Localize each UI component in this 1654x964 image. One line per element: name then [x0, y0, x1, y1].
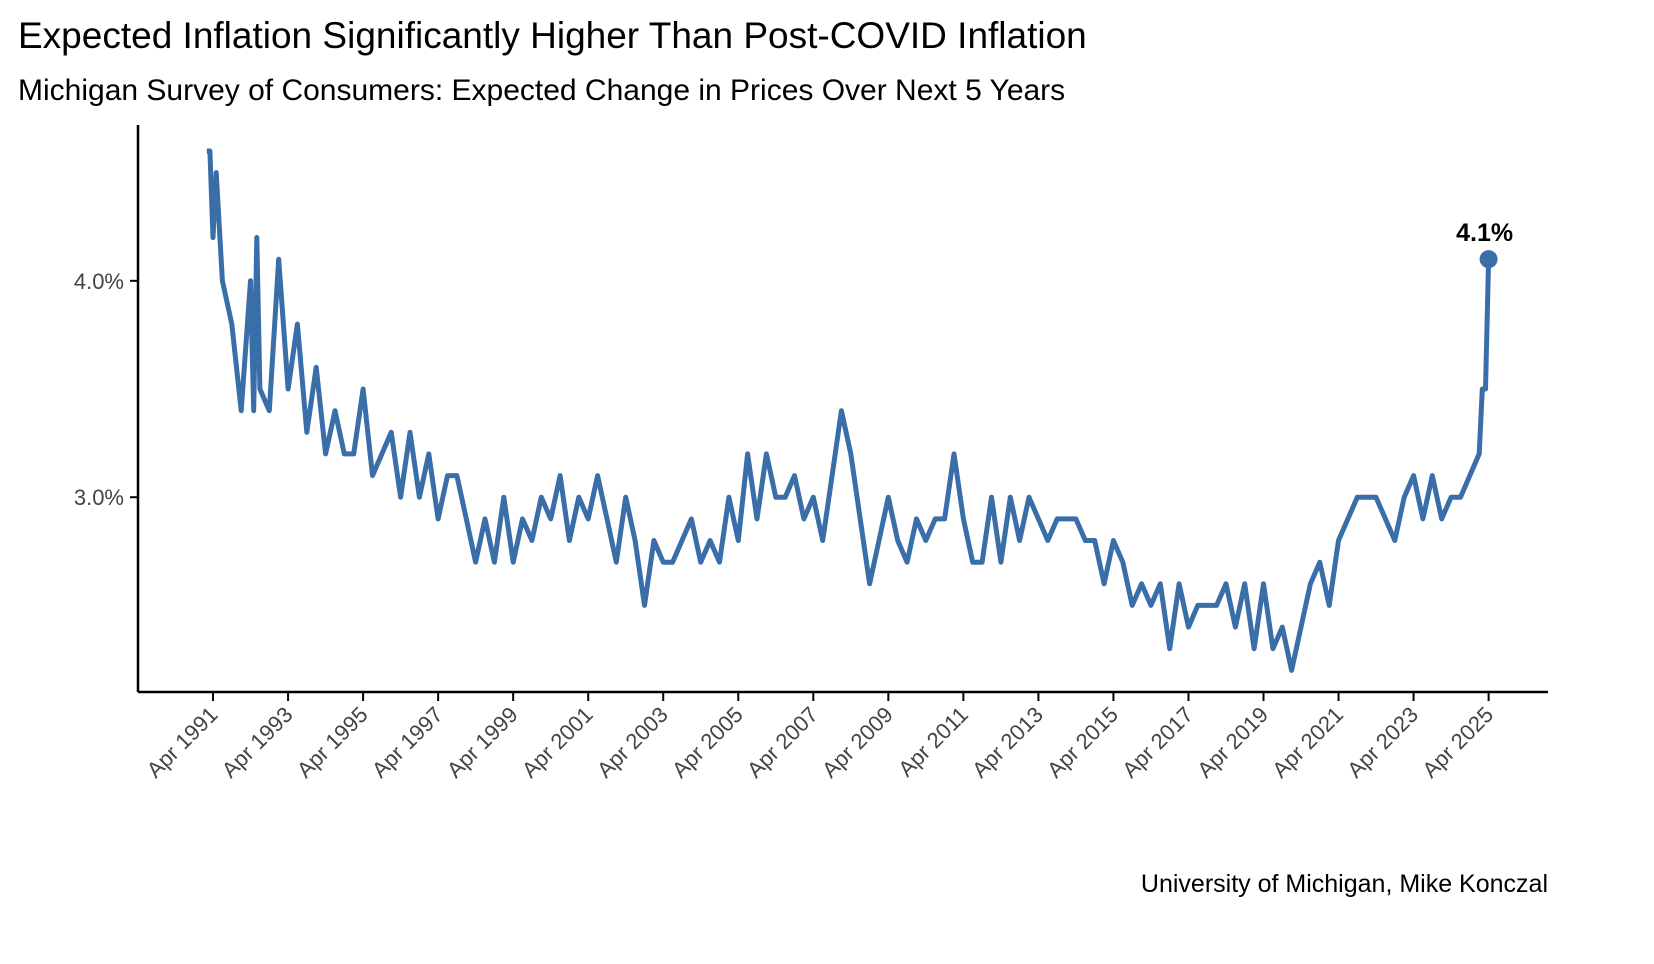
x-tick-label: Apr 1993: [217, 702, 298, 783]
x-tick-label: Apr 2007: [742, 702, 823, 783]
y-tick-label: 3.0%: [74, 485, 124, 510]
x-tick-label: Apr 2003: [592, 702, 673, 783]
x-tick-label: Apr 2019: [1192, 702, 1273, 783]
x-tick-label: Apr 1995: [292, 702, 373, 783]
x-tick-label: Apr 2023: [1342, 702, 1423, 783]
x-tick-label: Apr 2005: [667, 702, 748, 783]
x-tick-label: Apr 2009: [817, 702, 898, 783]
chart-subtitle: Michigan Survey of Consumers: Expected C…: [18, 74, 1065, 107]
data-line: [206, 148, 1492, 673]
x-tick-label: Apr 1991: [142, 702, 223, 783]
x-tick-label: Apr 2017: [1117, 702, 1198, 783]
x-tick-label: Apr 2013: [967, 702, 1048, 783]
x-tick-label: Apr 2001: [517, 702, 598, 783]
x-tick-label: Apr 1997: [367, 702, 448, 783]
x-tick-label: Apr 2021: [1267, 702, 1348, 783]
x-tick-label: Apr 2011: [893, 702, 973, 782]
end-label: 4.1%: [1456, 219, 1513, 247]
x-tick-label: Apr 2025: [1417, 702, 1498, 783]
chart-title: Expected Inflation Significantly Higher …: [18, 15, 1087, 56]
x-tick-label: Apr 1999: [442, 702, 523, 783]
y-tick-label: 4.0%: [74, 269, 124, 294]
end-point: [1479, 250, 1498, 269]
caption: University of Michigan, Mike Konczal: [1141, 870, 1548, 898]
x-tick-label: Apr 2015: [1042, 702, 1123, 783]
